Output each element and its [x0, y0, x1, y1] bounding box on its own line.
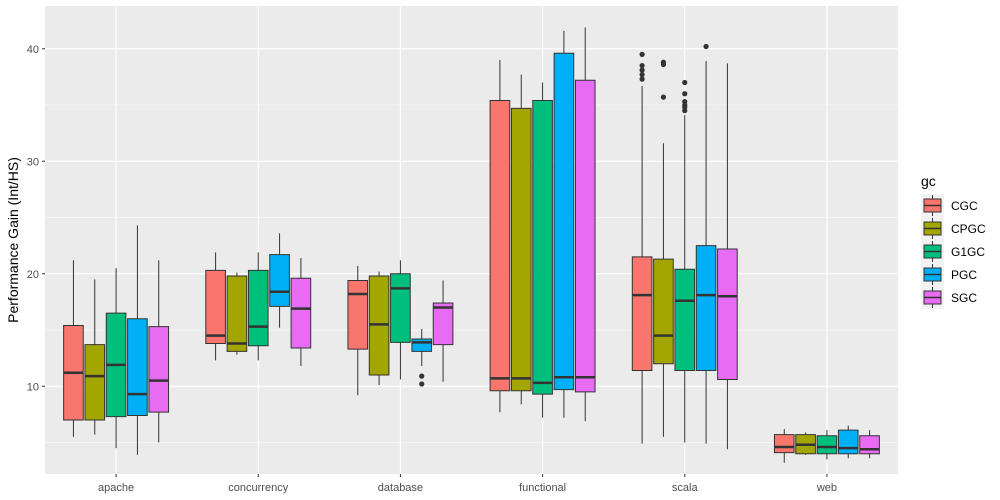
box-body — [411, 338, 433, 352]
box-pgc-scala — [695, 43, 717, 444]
box-cpgc-concurrency — [226, 272, 248, 355]
box-g1gc-web — [816, 430, 838, 460]
box-body — [247, 269, 269, 347]
box-body — [631, 256, 653, 371]
legend-label: PGC — [951, 268, 977, 282]
outlier-point — [639, 51, 645, 57]
box-body — [290, 277, 312, 349]
box-cgc-web — [773, 429, 795, 463]
box-cpgc-functional — [510, 74, 532, 405]
box-body — [510, 107, 532, 392]
x-tick-label: database — [378, 482, 423, 494]
box-cgc-apache — [63, 260, 84, 437]
box-g1gc-apache — [105, 268, 127, 449]
plot-panel — [45, 6, 898, 474]
y-tick-label: 40 — [27, 44, 39, 56]
outlier-point — [682, 99, 688, 105]
box-g1gc-scala — [674, 79, 696, 443]
box-cgc-database — [347, 265, 369, 396]
box-body — [574, 79, 596, 393]
boxes-layer — [63, 27, 880, 463]
outlier-point — [639, 67, 645, 73]
outlier-point — [660, 94, 667, 100]
x-tick-label: web — [816, 482, 837, 494]
box-pgc-apache — [127, 225, 148, 455]
box-body — [837, 429, 859, 455]
legend-label: CPGC — [951, 222, 986, 236]
box-body — [226, 275, 248, 352]
box-sgc-concurrency — [290, 258, 312, 366]
box-body — [653, 258, 674, 365]
box-body — [553, 52, 575, 391]
outlier-point — [660, 59, 667, 65]
y-tick-label: 30 — [27, 156, 39, 168]
box-body — [84, 344, 106, 421]
box-body — [695, 245, 717, 371]
axes: 10 20 30 40 apache concurrency database functio… — [27, 44, 837, 494]
box-cpgc-apache — [84, 279, 106, 435]
box-body — [148, 326, 170, 413]
box-pgc-functional — [553, 30, 575, 418]
box-body — [269, 254, 290, 307]
legend-item-cgc: CGC — [921, 194, 978, 217]
outlier-point — [419, 381, 425, 387]
box-body — [532, 100, 553, 395]
box-cpgc-database — [368, 271, 390, 386]
y-axis-title: Performance Gain (Int/HS) — [5, 157, 21, 323]
box-sgc-scala — [717, 63, 738, 450]
box-cpgc-web — [795, 432, 816, 455]
x-tick-label: functional — [519, 482, 566, 494]
outlier-point — [682, 79, 688, 86]
box-body — [489, 100, 511, 392]
legend-item-pgc: PGC — [921, 263, 977, 286]
box-body — [205, 269, 226, 344]
box-body — [432, 302, 454, 346]
x-tick-label: concurrency — [228, 482, 288, 494]
outlier-point — [639, 76, 645, 82]
legend-item-cpgc: CPGC — [921, 217, 986, 240]
box-pgc-web — [837, 425, 859, 459]
box-cgc-concurrency — [205, 252, 226, 361]
box-sgc-web — [859, 430, 880, 459]
box-sgc-apache — [148, 260, 170, 443]
legend-title: gc — [921, 173, 936, 189]
outlier-point — [703, 43, 709, 50]
box-body — [674, 268, 696, 371]
box-cgc-functional — [489, 60, 511, 413]
legend: gc CGC CPGC G1GC PGC SGC — [921, 173, 986, 309]
box-g1gc-functional — [532, 82, 553, 418]
box-cpgc-scala — [653, 59, 674, 437]
y-tick-label: 20 — [27, 269, 39, 281]
legend-label: SGC — [951, 291, 977, 305]
outlier-point — [639, 72, 645, 78]
box-sgc-database — [432, 280, 454, 382]
legend-item-g1gc: G1GC — [921, 240, 985, 263]
outlier-point — [419, 373, 425, 379]
box-body — [390, 273, 411, 343]
box-g1gc-database — [390, 260, 411, 380]
box-sgc-functional — [574, 27, 596, 422]
box-body — [859, 435, 880, 455]
outlier-point — [682, 91, 688, 97]
box-body — [773, 434, 795, 454]
box-pgc-database — [411, 328, 433, 387]
box-pgc-concurrency — [269, 233, 290, 328]
x-tick-label: scala — [672, 482, 699, 494]
box-body — [717, 248, 738, 380]
box-body — [127, 318, 148, 416]
outlier-point — [639, 63, 645, 69]
box-body — [347, 280, 369, 350]
box-g1gc-concurrency — [247, 252, 269, 361]
legend-item-sgc: SGC — [921, 286, 977, 309]
box-body — [816, 435, 838, 455]
x-tick-label: apache — [98, 482, 134, 494]
legend-label: CGC — [951, 199, 978, 213]
y-tick-label: 10 — [27, 381, 39, 393]
box-cgc-scala — [631, 51, 653, 444]
legend-label: G1GC — [951, 245, 985, 259]
